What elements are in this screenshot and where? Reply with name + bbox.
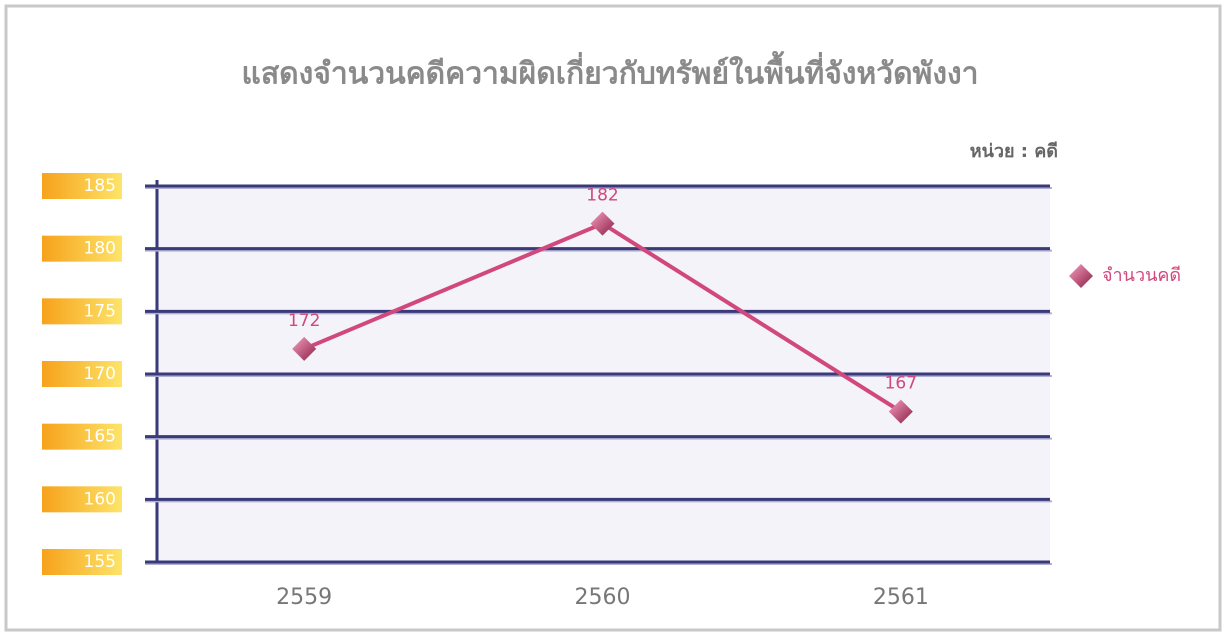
legend-label: จำนวนคดี: [1102, 265, 1181, 286]
tick-label-box: [42, 549, 122, 575]
x-tick-label: 2559: [276, 585, 332, 610]
x-tick-label: 2560: [575, 585, 631, 610]
data-point: [888, 399, 913, 424]
tick-label-box: [42, 298, 122, 325]
data-point: [590, 211, 615, 236]
tick-label-box: [42, 173, 122, 199]
tick-label-box: [42, 235, 122, 262]
y-tick-label: 155: [84, 552, 116, 572]
data-label: 182: [586, 186, 618, 206]
tick-label-box: [42, 423, 122, 450]
y-tick-label: 160: [84, 489, 116, 509]
legend-marker: [1069, 264, 1093, 288]
y-tick-label: 175: [84, 301, 116, 321]
x-tick-label: 2561: [873, 585, 929, 610]
data-label: 172: [288, 311, 320, 331]
data-label: 167: [885, 374, 917, 394]
unit-label: หน่วย : คดี: [970, 141, 1058, 162]
y-tick-label: 185: [84, 176, 116, 196]
y-tick-label: 170: [84, 364, 116, 384]
y-tick-label: 165: [84, 427, 116, 447]
tick-label-box: [42, 361, 122, 387]
chart-title: แสดงจำนวนคดีความผิดเกี่ยวกับทรัพย์ในพื้น…: [242, 51, 979, 92]
y-tick-label: 180: [84, 239, 116, 259]
tick-label-box: [42, 486, 122, 513]
data-point: [292, 336, 317, 361]
